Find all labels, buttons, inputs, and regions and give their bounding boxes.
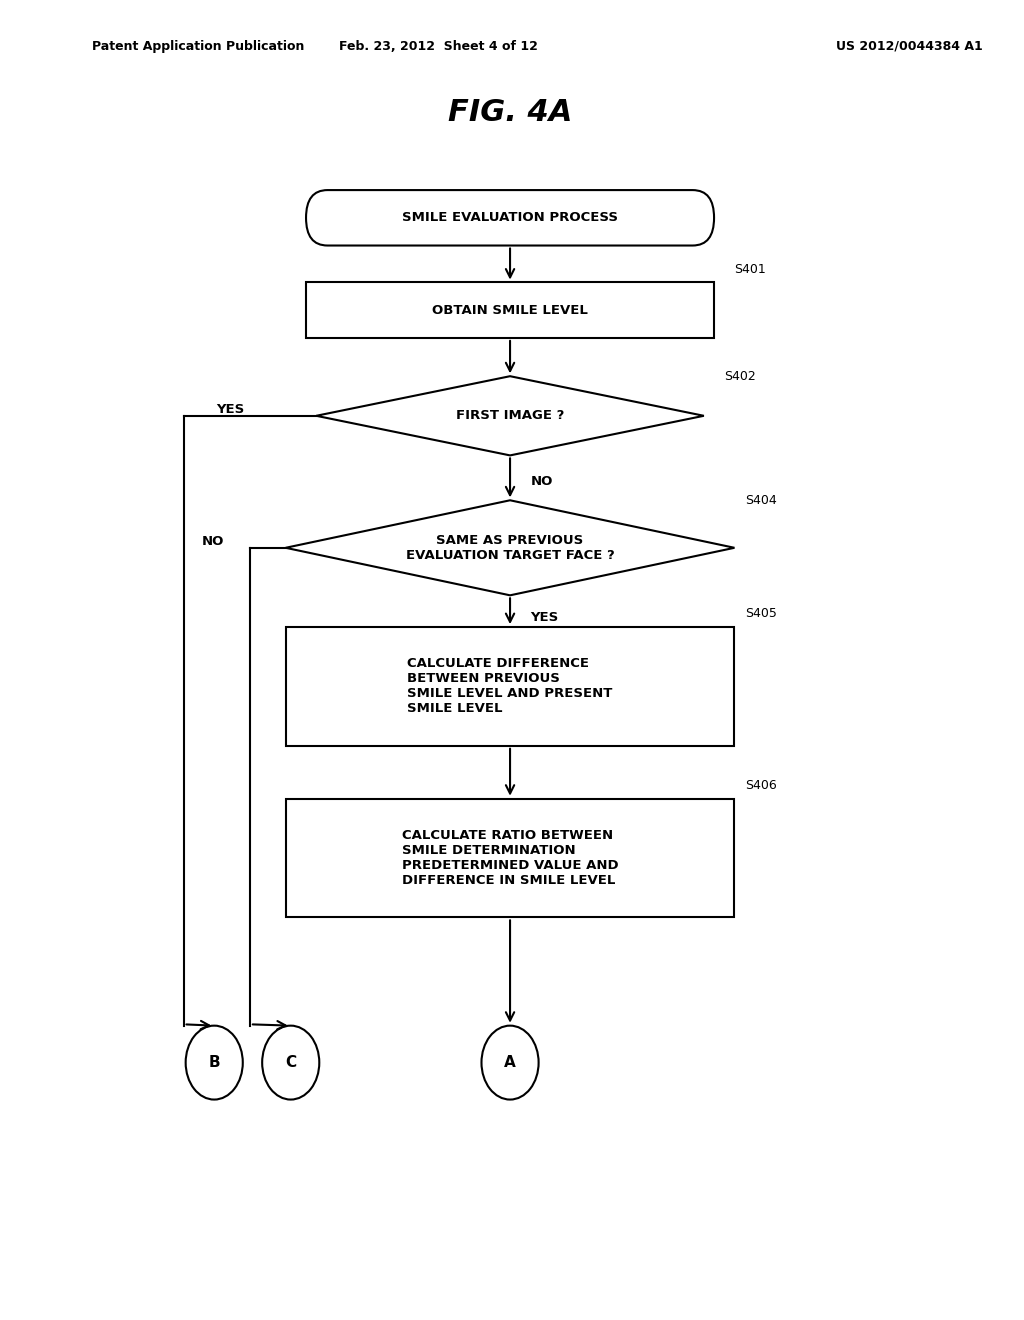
Text: C: C bbox=[285, 1055, 296, 1071]
Text: S405: S405 bbox=[744, 607, 776, 620]
Circle shape bbox=[185, 1026, 243, 1100]
Text: A: A bbox=[504, 1055, 516, 1071]
Text: NO: NO bbox=[202, 535, 224, 548]
Text: S401: S401 bbox=[734, 263, 766, 276]
FancyBboxPatch shape bbox=[306, 190, 714, 246]
Text: Patent Application Publication: Patent Application Publication bbox=[92, 40, 304, 53]
Text: CALCULATE DIFFERENCE
BETWEEN PREVIOUS
SMILE LEVEL AND PRESENT
SMILE LEVEL: CALCULATE DIFFERENCE BETWEEN PREVIOUS SM… bbox=[408, 657, 612, 715]
Text: CALCULATE RATIO BETWEEN
SMILE DETERMINATION
PREDETERMINED VALUE AND
DIFFERENCE I: CALCULATE RATIO BETWEEN SMILE DETERMINAT… bbox=[401, 829, 618, 887]
Text: SMILE EVALUATION PROCESS: SMILE EVALUATION PROCESS bbox=[402, 211, 618, 224]
Text: YES: YES bbox=[530, 611, 559, 624]
Text: SAME AS PREVIOUS
EVALUATION TARGET FACE ?: SAME AS PREVIOUS EVALUATION TARGET FACE … bbox=[406, 533, 614, 562]
Text: OBTAIN SMILE LEVEL: OBTAIN SMILE LEVEL bbox=[432, 304, 588, 317]
Circle shape bbox=[481, 1026, 539, 1100]
FancyBboxPatch shape bbox=[286, 627, 734, 746]
Text: NO: NO bbox=[530, 475, 553, 488]
Text: Feb. 23, 2012  Sheet 4 of 12: Feb. 23, 2012 Sheet 4 of 12 bbox=[339, 40, 538, 53]
Text: S406: S406 bbox=[744, 779, 776, 792]
Text: S402: S402 bbox=[724, 370, 756, 383]
Text: FIG. 4A: FIG. 4A bbox=[447, 98, 572, 127]
Text: B: B bbox=[209, 1055, 220, 1071]
Polygon shape bbox=[286, 500, 734, 595]
Circle shape bbox=[262, 1026, 319, 1100]
Text: S404: S404 bbox=[744, 494, 776, 507]
Text: US 2012/0044384 A1: US 2012/0044384 A1 bbox=[837, 40, 983, 53]
FancyBboxPatch shape bbox=[306, 282, 714, 338]
Text: YES: YES bbox=[216, 403, 245, 416]
Polygon shape bbox=[316, 376, 703, 455]
Text: FIRST IMAGE ?: FIRST IMAGE ? bbox=[456, 409, 564, 422]
FancyBboxPatch shape bbox=[286, 799, 734, 917]
